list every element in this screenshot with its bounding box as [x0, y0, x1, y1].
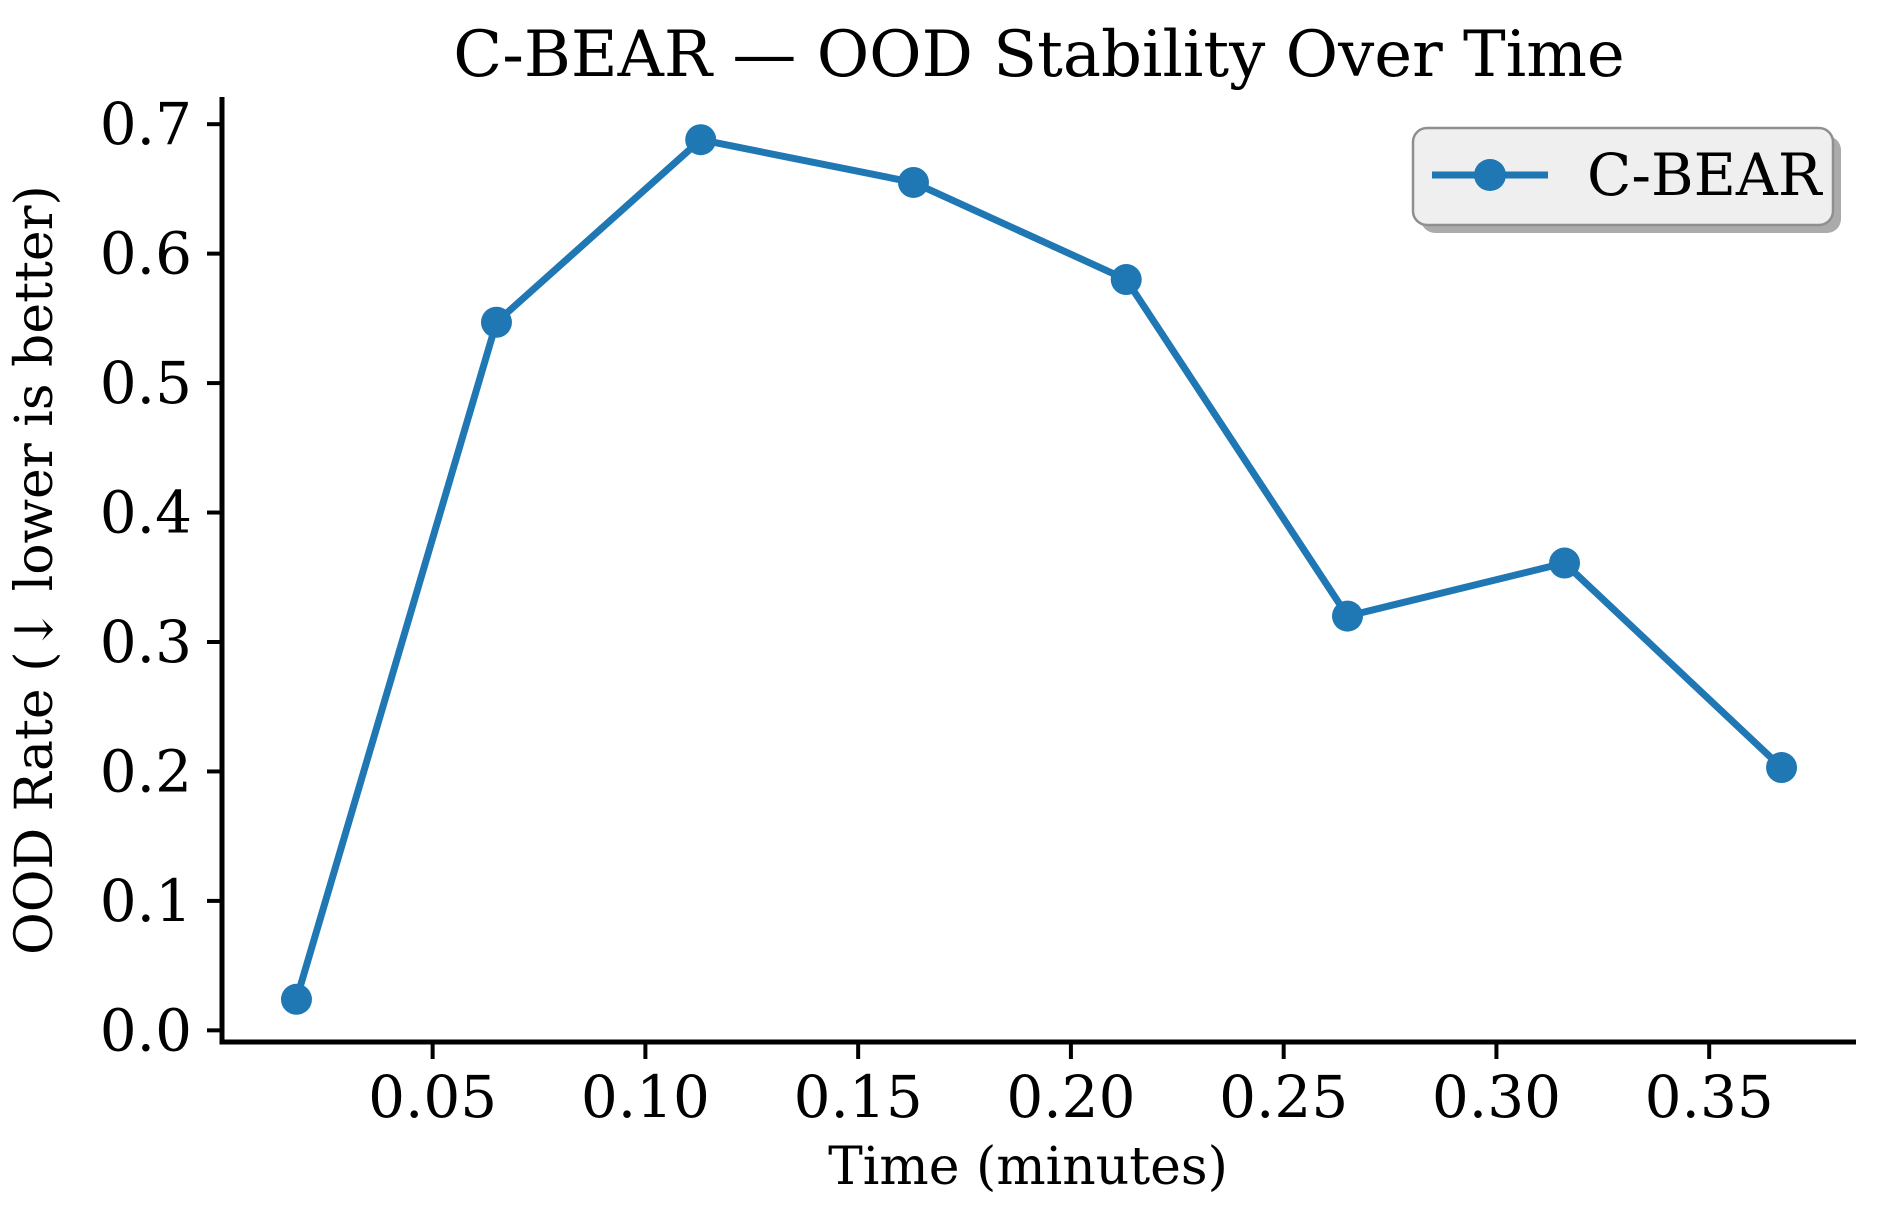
x-tick-label: 0.15	[794, 1063, 923, 1131]
data-point	[1110, 264, 1142, 296]
data-point	[897, 166, 929, 198]
data-point	[1766, 752, 1798, 784]
y-tick-label: 0.5	[100, 349, 192, 417]
data-point	[480, 306, 512, 338]
y-tick-label: 0.2	[100, 737, 192, 805]
y-tick-label: 0.0	[100, 996, 192, 1064]
x-tick-label: 0.35	[1645, 1063, 1774, 1131]
series-line	[292, 136, 1786, 1003]
y-tick-label: 0.7	[100, 90, 192, 158]
x-tick-label: 0.30	[1432, 1063, 1561, 1131]
x-tick-label: 0.05	[368, 1063, 497, 1131]
legend-box	[1411, 126, 1835, 227]
x-tick-label: 0.10	[581, 1063, 710, 1131]
legend-marker-icon	[1474, 159, 1506, 191]
data-point	[685, 124, 717, 156]
data-point	[1549, 547, 1581, 579]
x-tick-label: 0.20	[1006, 1063, 1135, 1131]
legend-entry-label: C-BEAR	[1587, 141, 1824, 209]
y-tick-label: 0.6	[100, 220, 192, 288]
data-point	[1332, 600, 1364, 632]
chart-title: C-BEAR — OOD Stability Over Time	[453, 18, 1625, 92]
y-tick-label: 0.3	[100, 608, 192, 676]
data-point	[280, 983, 312, 1015]
y-axis-label: OOD Rate (↓ lower is better)	[5, 185, 65, 955]
axes-layer: 0.0 0.1 0.2 0.3 0.4 0.5 0.6 0.7 0.05 0.10 0.15 0.20…	[100, 90, 1856, 1131]
series-layer	[280, 124, 1798, 1015]
x-axis-label: Time (minutes)	[828, 1137, 1228, 1197]
x-tick-label: 0.25	[1219, 1063, 1348, 1131]
y-tick-label: 0.4	[100, 479, 192, 547]
legend: C-BEAR	[1411, 126, 1841, 233]
y-tick-label: 0.1	[100, 867, 192, 935]
